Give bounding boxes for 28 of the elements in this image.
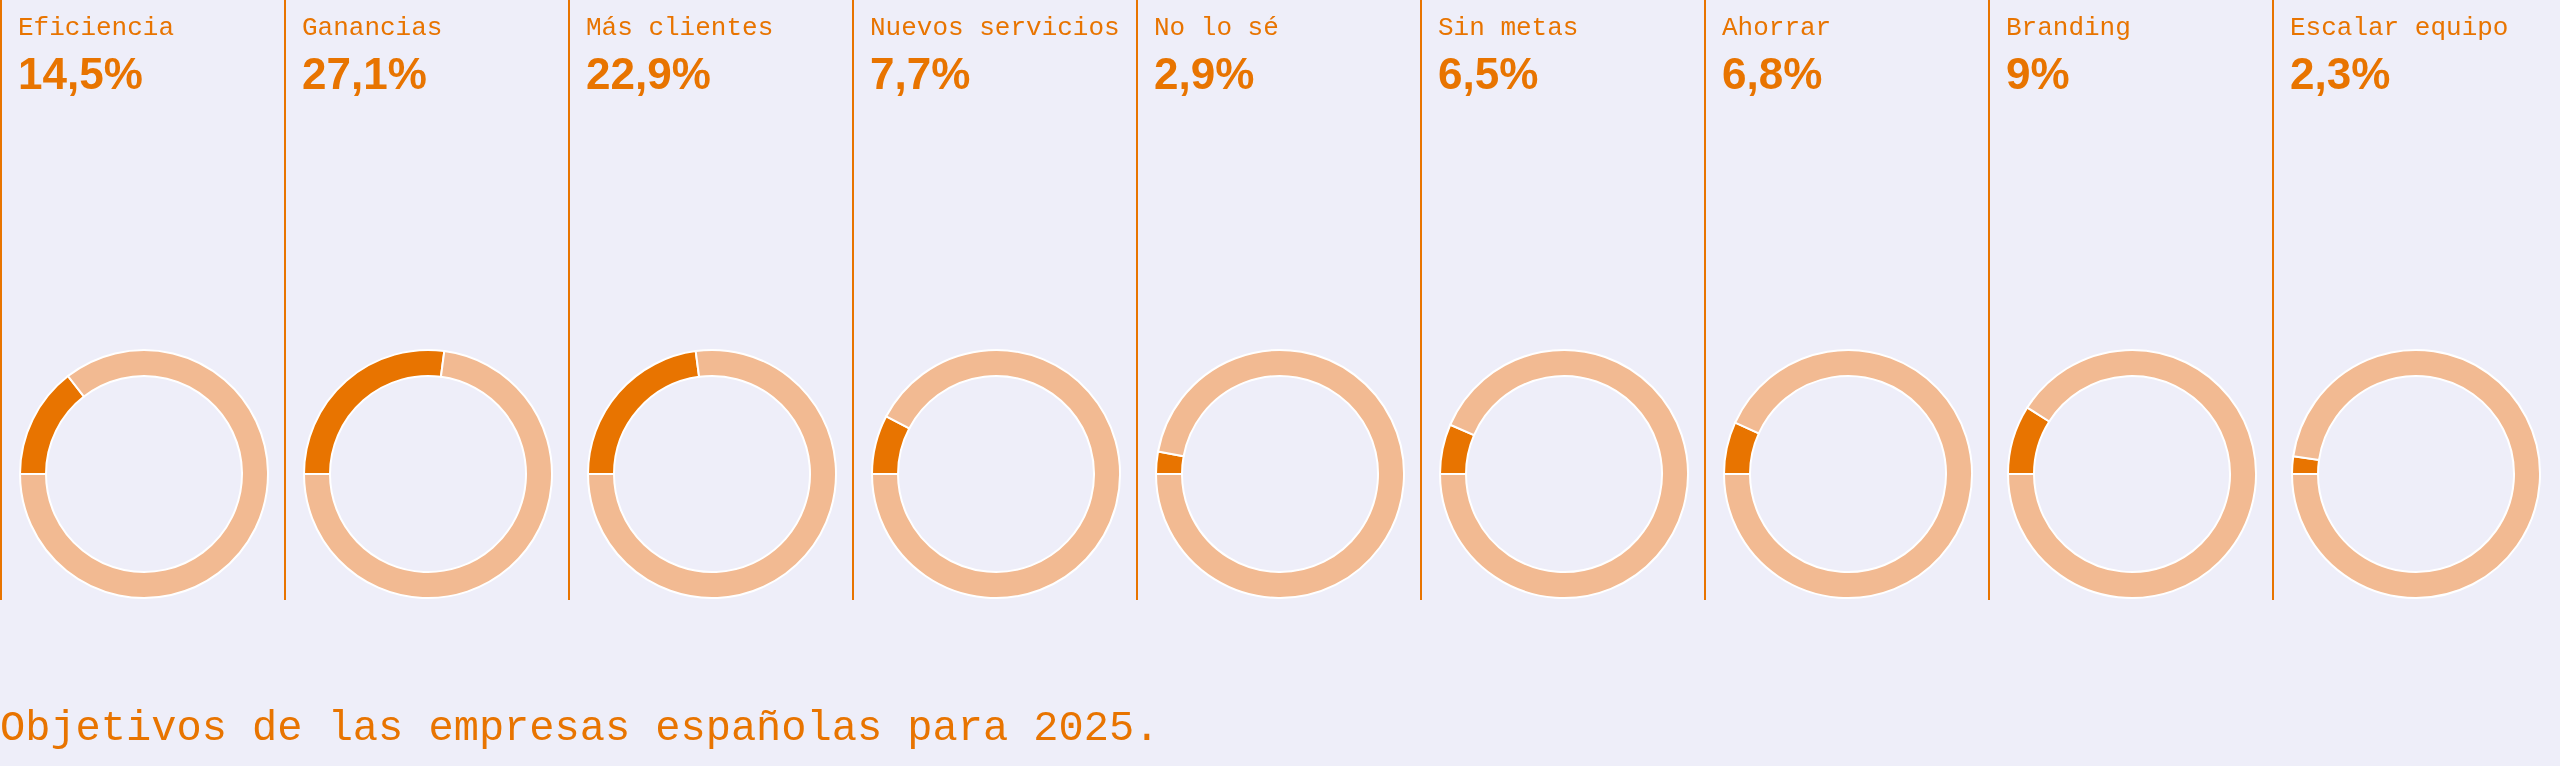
chart-title: Sin metas xyxy=(1438,13,1579,43)
chart-subtitle: 7,7% xyxy=(870,49,971,98)
chart-title: No lo sé xyxy=(1154,13,1279,43)
donut-slice xyxy=(1155,349,1405,599)
donut-slice xyxy=(871,349,1121,599)
chart-title: Branding xyxy=(2006,13,2131,43)
chart-subtitle: 2,3% xyxy=(2290,49,2391,98)
chart-title: Eficiencia xyxy=(18,13,175,43)
chart-subtitle: 9% xyxy=(2006,49,2070,98)
chart-title: Ganancias xyxy=(302,13,443,43)
donut-slice xyxy=(2291,349,2541,599)
chart-title: Escalar equipo xyxy=(2290,13,2509,43)
donut-slice xyxy=(2007,349,2257,599)
chart-subtitle: 22,9% xyxy=(586,49,711,98)
text: Objetivos de las empresas españolas para 2025. xyxy=(0,705,1160,753)
donut-slice xyxy=(1723,349,1973,599)
chart-title: Ahorrar xyxy=(1722,13,1832,43)
chart-title: Más clientes xyxy=(586,13,774,43)
donut-slice xyxy=(19,349,269,599)
donut-slice xyxy=(303,350,553,599)
chart-subtitle: 6,5% xyxy=(1438,49,1539,98)
chart-subtitle: 6,8% xyxy=(1722,49,1823,98)
chart-subtitle: 14,5% xyxy=(18,49,143,98)
donut-slice xyxy=(1439,349,1689,599)
chart-subtitle: 2,9% xyxy=(1154,49,1255,98)
chart-subtitle: 27,1% xyxy=(302,49,427,98)
donut-slice xyxy=(587,349,837,599)
chart-title: Nuevos servicios xyxy=(870,13,1120,43)
